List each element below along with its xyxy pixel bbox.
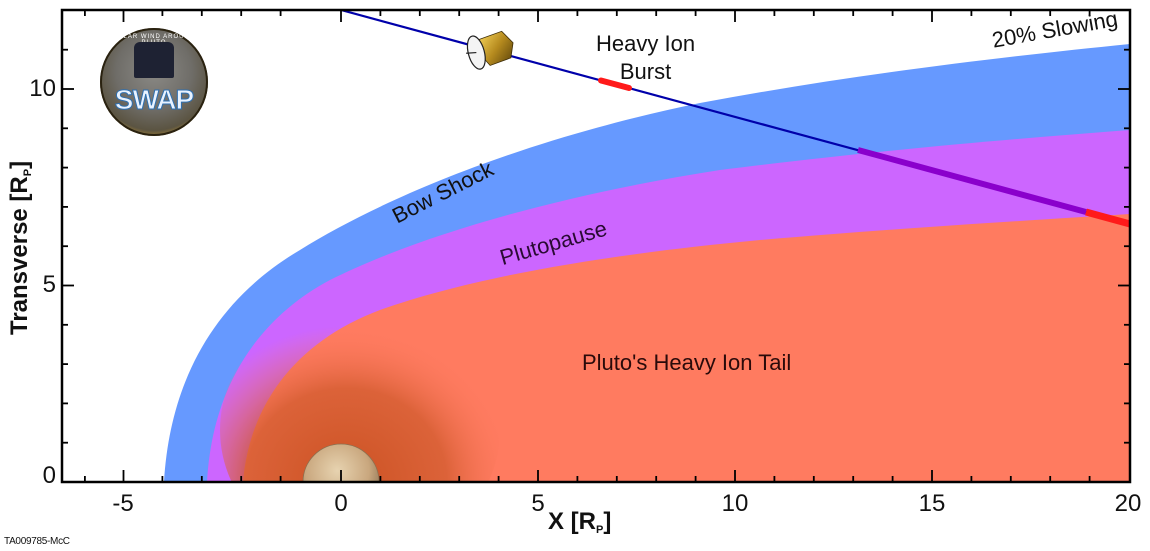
- y-tick-label: 10: [29, 75, 56, 102]
- x-tick-label: 5: [531, 490, 545, 517]
- heavy-ion-burst-line1: Heavy Ion: [596, 31, 696, 56]
- inside-plutopause-segment: [857, 147, 1087, 215]
- heavy-ion-burst-label: Heavy Ion Burst: [596, 30, 695, 86]
- x-tick-label: 15: [918, 490, 946, 517]
- heavy-ion-burst-segment: [598, 77, 632, 91]
- x-tick-label: -5: [112, 490, 134, 517]
- heavy-ion-burst-line2: Burst: [619, 59, 672, 84]
- y-axis-label: Transverse [RP]: [6, 160, 34, 335]
- x-tick-label: 0: [334, 490, 348, 517]
- x-tick-label: 20: [1114, 490, 1142, 517]
- pluto-planet: [302, 443, 380, 482]
- logo-text: SWAP: [114, 84, 194, 116]
- y-tick-label: 0: [42, 462, 56, 489]
- x-axis-ticks: [84, 10, 1091, 482]
- tail-entry-segment: [1085, 208, 1130, 228]
- swap-logo: SOLAR WIND AROUND PLUTO SWAP: [100, 28, 208, 136]
- tail-core-haze: [220, 300, 500, 482]
- new-horizons-spacecraft-icon: [466, 30, 514, 70]
- x-axis-label: X [RP]: [548, 508, 612, 536]
- logo-instrument-icon: [134, 42, 174, 78]
- y-tick-label: 5: [42, 271, 56, 298]
- x-tick-label: 10: [721, 490, 749, 517]
- figure-credit: TA009785-McC: [4, 536, 70, 547]
- y-axis-ticks: [62, 48, 1130, 444]
- heavy-ion-tail-label: Pluto's Heavy Ion Tail: [582, 350, 792, 375]
